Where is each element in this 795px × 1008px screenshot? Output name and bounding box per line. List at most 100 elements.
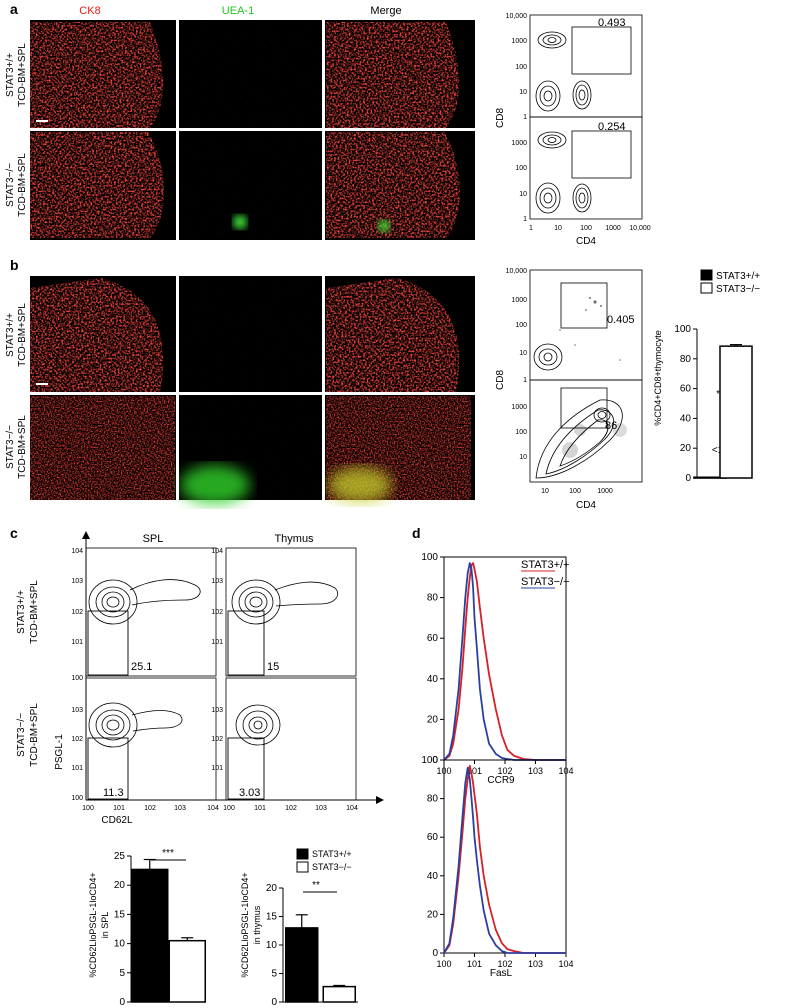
micrograph-a-ko-ck8 — [30, 132, 165, 238]
ytick-label: 101 — [71, 639, 83, 646]
ytick-label: 40 — [680, 413, 692, 424]
xtick-label: 103 — [174, 805, 186, 812]
flow-b-ylabel: CD8 — [495, 370, 506, 390]
contours — [533, 343, 623, 479]
row-label-line1: STAT3−/− — [16, 713, 27, 757]
ytick-label: 20 — [427, 714, 439, 725]
micrograph-b-ko-ck8 — [30, 396, 175, 500]
ytick-label: 102 — [71, 736, 83, 743]
micrograph-a-wt-ck8 — [30, 22, 164, 128]
row-label-line2: TCD-BM+SPL — [17, 43, 28, 107]
flow-c-xticks: 100 101 102 103 104 100 101 102 103 104 — [82, 805, 358, 812]
panel-b-micrographs — [30, 276, 475, 505]
gate-value: 0.405 — [607, 314, 635, 326]
ytick-label: 1000 — [511, 297, 527, 304]
ytick-label: 60 — [427, 633, 439, 644]
panel-c-letter: c — [10, 525, 18, 541]
micrograph-a-ko-uea1 — [180, 132, 325, 238]
uea1-cluster — [180, 465, 250, 505]
ytick-label: 101 — [211, 639, 223, 646]
channel-label-ck8: CK8 — [79, 5, 100, 17]
panel-d-letter: d — [412, 525, 421, 541]
gate-box — [87, 610, 129, 676]
panel-b-row-labels: STAT3+/+ TCD-BM+SPL STAT3−/− TCD-BM+SPL — [5, 303, 28, 479]
legend-label-wt: STAT3+/+ — [716, 271, 760, 282]
xtick-label: 1000 — [597, 488, 613, 495]
ytick-label: 102 — [71, 609, 83, 616]
ytick-label: 102 — [211, 736, 223, 743]
ytick-label: 104 — [71, 548, 83, 555]
ytick-label: 100 — [421, 755, 438, 766]
contours — [535, 31, 592, 214]
ytick-label: 100 — [515, 165, 527, 172]
ytick-label: 103 — [211, 707, 223, 714]
xtick-label: 100 — [223, 805, 235, 812]
gate-box — [87, 737, 129, 800]
ytick-label: 20 — [266, 883, 278, 894]
gate-value: 11.3 — [103, 787, 124, 799]
ytick-label: 80 — [427, 593, 439, 604]
ytick-label: 0 — [685, 473, 691, 484]
bar-chart-b: STAT3+/+ STAT3−/− %CD4+CD8+thymocyte ***… — [653, 269, 760, 484]
channel-label-uea1: UEA-1 — [222, 5, 254, 17]
xtick-label: 104 — [207, 805, 219, 812]
ytick-label: 15 — [114, 909, 126, 920]
bar-stat3-ko — [168, 939, 206, 1003]
flow-c-xlabel: CD62L — [101, 815, 133, 826]
ytick-label: 20 — [427, 909, 439, 920]
gate-box — [227, 610, 265, 676]
flow-plot-frame — [529, 116, 643, 220]
ytick-label: 40 — [427, 871, 439, 882]
row-label-line1: STAT3−/− — [5, 163, 16, 207]
ytick-label: 100 — [71, 795, 83, 802]
contours — [88, 579, 339, 748]
bar-c2-ylabel-line1: %CD62LloPSGL-1loCD4+ — [240, 872, 250, 977]
histogram-fasl: FasL 0 20 40 60 80 100 100 101 102 103 104 — [421, 755, 573, 979]
channel-label-merge: Merge — [370, 5, 401, 17]
row-label-line2: TCD-BM+SPL — [29, 580, 40, 644]
xtick-label: 103 — [315, 805, 327, 812]
panel-c-row-labels: STAT3+/+ TCD-BM+SPL STAT3−/− TCD-BM+SPL — [16, 580, 40, 767]
flow-a-ylabel: CD8 — [495, 108, 506, 128]
ytick-label: 20 — [114, 880, 126, 891]
significance-marker: ** — [312, 880, 320, 891]
gate-value: 15 — [267, 661, 279, 673]
xtick-label: 100 — [569, 488, 581, 495]
ytick-label: 102 — [211, 609, 223, 616]
ytick-label: 5 — [119, 968, 125, 979]
ytick-label: 1 — [523, 114, 527, 121]
uea1-cluster-merge — [378, 220, 390, 232]
ytick-label: 10,000 — [506, 268, 528, 275]
legend-swatch-ko — [700, 282, 713, 294]
ytick-label: 25 — [114, 851, 126, 862]
row-label-line1: STAT3+/+ — [5, 313, 16, 357]
ytick-label: 100 — [515, 322, 527, 329]
bar-stat3-ko — [719, 345, 753, 479]
xtick-label: 100 — [82, 805, 94, 812]
panel-a-micrographs — [30, 20, 475, 240]
xtick-label: 101 — [467, 766, 482, 776]
dot-scatter — [559, 297, 627, 458]
legend-label-ko: STAT3−/− — [716, 284, 760, 295]
ytick-label: 103 — [71, 707, 83, 714]
legend-swatch-wt — [700, 269, 713, 281]
merge-cluster — [328, 467, 392, 503]
legend-label-ko: STAT3−/− — [312, 862, 352, 872]
series-line-stat3-ko — [443, 766, 566, 954]
row-label-line1: STAT3+/+ — [5, 53, 16, 97]
gate-box — [571, 26, 632, 75]
separator — [30, 392, 475, 395]
gate-box — [560, 387, 608, 429]
gate-value: 0.254 — [598, 121, 626, 133]
bar-c2-ylabel-line2: in thymus — [252, 905, 262, 944]
flow-b-yticks: 10,000 1000 100 10 1 1000 100 10 — [506, 268, 528, 461]
xtick-label: 102 — [497, 959, 512, 969]
ytick-label: 5 — [271, 969, 277, 980]
gate-box — [227, 737, 265, 800]
ytick-label: 100 — [421, 552, 438, 563]
gate-value: 0.493 — [598, 17, 626, 29]
xtick-label: 102 — [144, 805, 156, 812]
legend-label-ko: STAT3−/− — [521, 576, 570, 588]
row-label-line2: TCD-BM+SPL — [17, 303, 28, 367]
